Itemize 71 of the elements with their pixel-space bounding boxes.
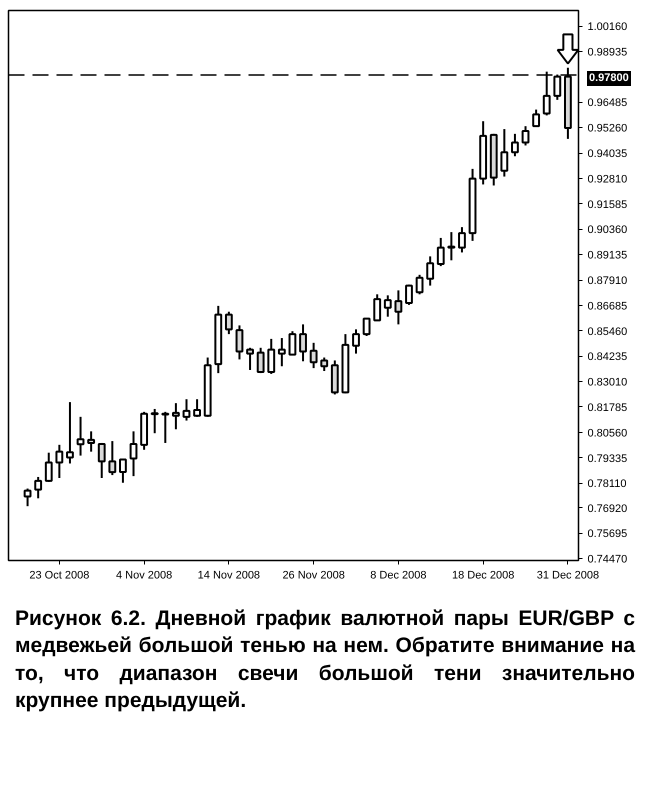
candlestick	[87, 430, 96, 453]
x-tick-label: 4 Nov 2008	[116, 570, 172, 582]
candlestick	[150, 408, 159, 434]
x-tick-label: 8 Dec 2008	[370, 570, 427, 582]
candlestick	[246, 346, 254, 371]
candlestick	[108, 440, 116, 476]
candlestick	[522, 125, 530, 146]
candlestick	[436, 236, 445, 268]
y-tick-label: 0.78110	[588, 478, 626, 490]
y-tick-label: 0.95260	[588, 122, 628, 135]
y-tick-label: 0.91585	[588, 198, 628, 211]
candlestick	[256, 346, 265, 374]
x-tick-label: 26 Nov 2008	[282, 570, 345, 582]
candlestick	[267, 338, 276, 375]
y-tick-label: 0.96485	[588, 97, 628, 110]
y-tick-label: 0.75695	[588, 528, 628, 540]
candlestick	[511, 132, 519, 158]
x-tick-label: 23 Oct 2008	[29, 570, 90, 582]
y-tick-label: 1.00160	[588, 21, 628, 34]
candlestick	[447, 231, 456, 262]
candlestick	[98, 442, 106, 479]
x-tick-label: 14 Nov 2008	[198, 570, 260, 582]
y-tick-label: 0.84235	[588, 351, 628, 364]
y-tick-label: 0.87910	[588, 275, 628, 288]
candlestick	[34, 476, 42, 500]
candlestick	[172, 402, 180, 430]
candlestick	[24, 488, 32, 508]
candlestick	[193, 398, 201, 418]
candlestick	[405, 284, 413, 306]
candlestick	[384, 294, 392, 318]
candlestick	[55, 444, 64, 479]
y-tick-label: 0.89135	[588, 250, 628, 262]
candlestick	[66, 401, 74, 464]
candlestick	[416, 274, 424, 296]
candlestick	[532, 108, 540, 128]
y-tick-label: 0.90360	[588, 224, 628, 236]
y-tick-label: 0.98935	[588, 46, 628, 58]
y-tick-label: 0.85460	[588, 326, 628, 338]
y-tick-label: 0.81785	[588, 402, 628, 414]
x-tick-label: 31 Dec 2008	[536, 570, 600, 582]
candlestick	[394, 289, 402, 326]
candlestick	[458, 226, 466, 254]
y-tick-label: 0.79335	[588, 452, 628, 465]
y-tick-label: 0.92810	[588, 173, 628, 186]
x-tick-label: 18 Dec 2008	[452, 570, 514, 582]
candlestick	[278, 337, 286, 368]
candlestick	[130, 430, 138, 478]
candlestick	[362, 318, 371, 337]
candlestick	[236, 324, 244, 360]
candlestick	[182, 398, 190, 422]
candlestick	[310, 342, 318, 370]
candlestick	[320, 356, 328, 372]
y-tick-label: 0.74470	[588, 554, 628, 566]
candlestick	[288, 330, 296, 356]
candlestick	[500, 128, 508, 178]
candlestick	[119, 458, 127, 484]
text: Рисунок 6.2. Дневной график валютной пары EUR/GBP с медвежьей большой тенью на нем. Обратите внимание на то, что диапазон свечи большой тени значительно крупнее предыдущей.	[15, 606, 635, 714]
y-tick-label: 0.76920	[588, 502, 628, 515]
y-tick-label: 0.86685	[588, 300, 628, 312]
candlestick	[426, 255, 434, 287]
candlestick	[44, 452, 53, 483]
y-tick-label: 0.94035	[588, 148, 628, 160]
y-tick-label: 0.80560	[588, 427, 628, 440]
y-tick-label: 0.83010	[588, 376, 628, 389]
candlestick	[161, 410, 170, 444]
candlestick	[224, 310, 233, 336]
candlestick	[352, 328, 360, 355]
candlestick	[299, 323, 307, 362]
candlestick	[76, 416, 84, 457]
candlestick	[373, 293, 382, 322]
ref-line-label: 0.97800	[589, 71, 629, 86]
